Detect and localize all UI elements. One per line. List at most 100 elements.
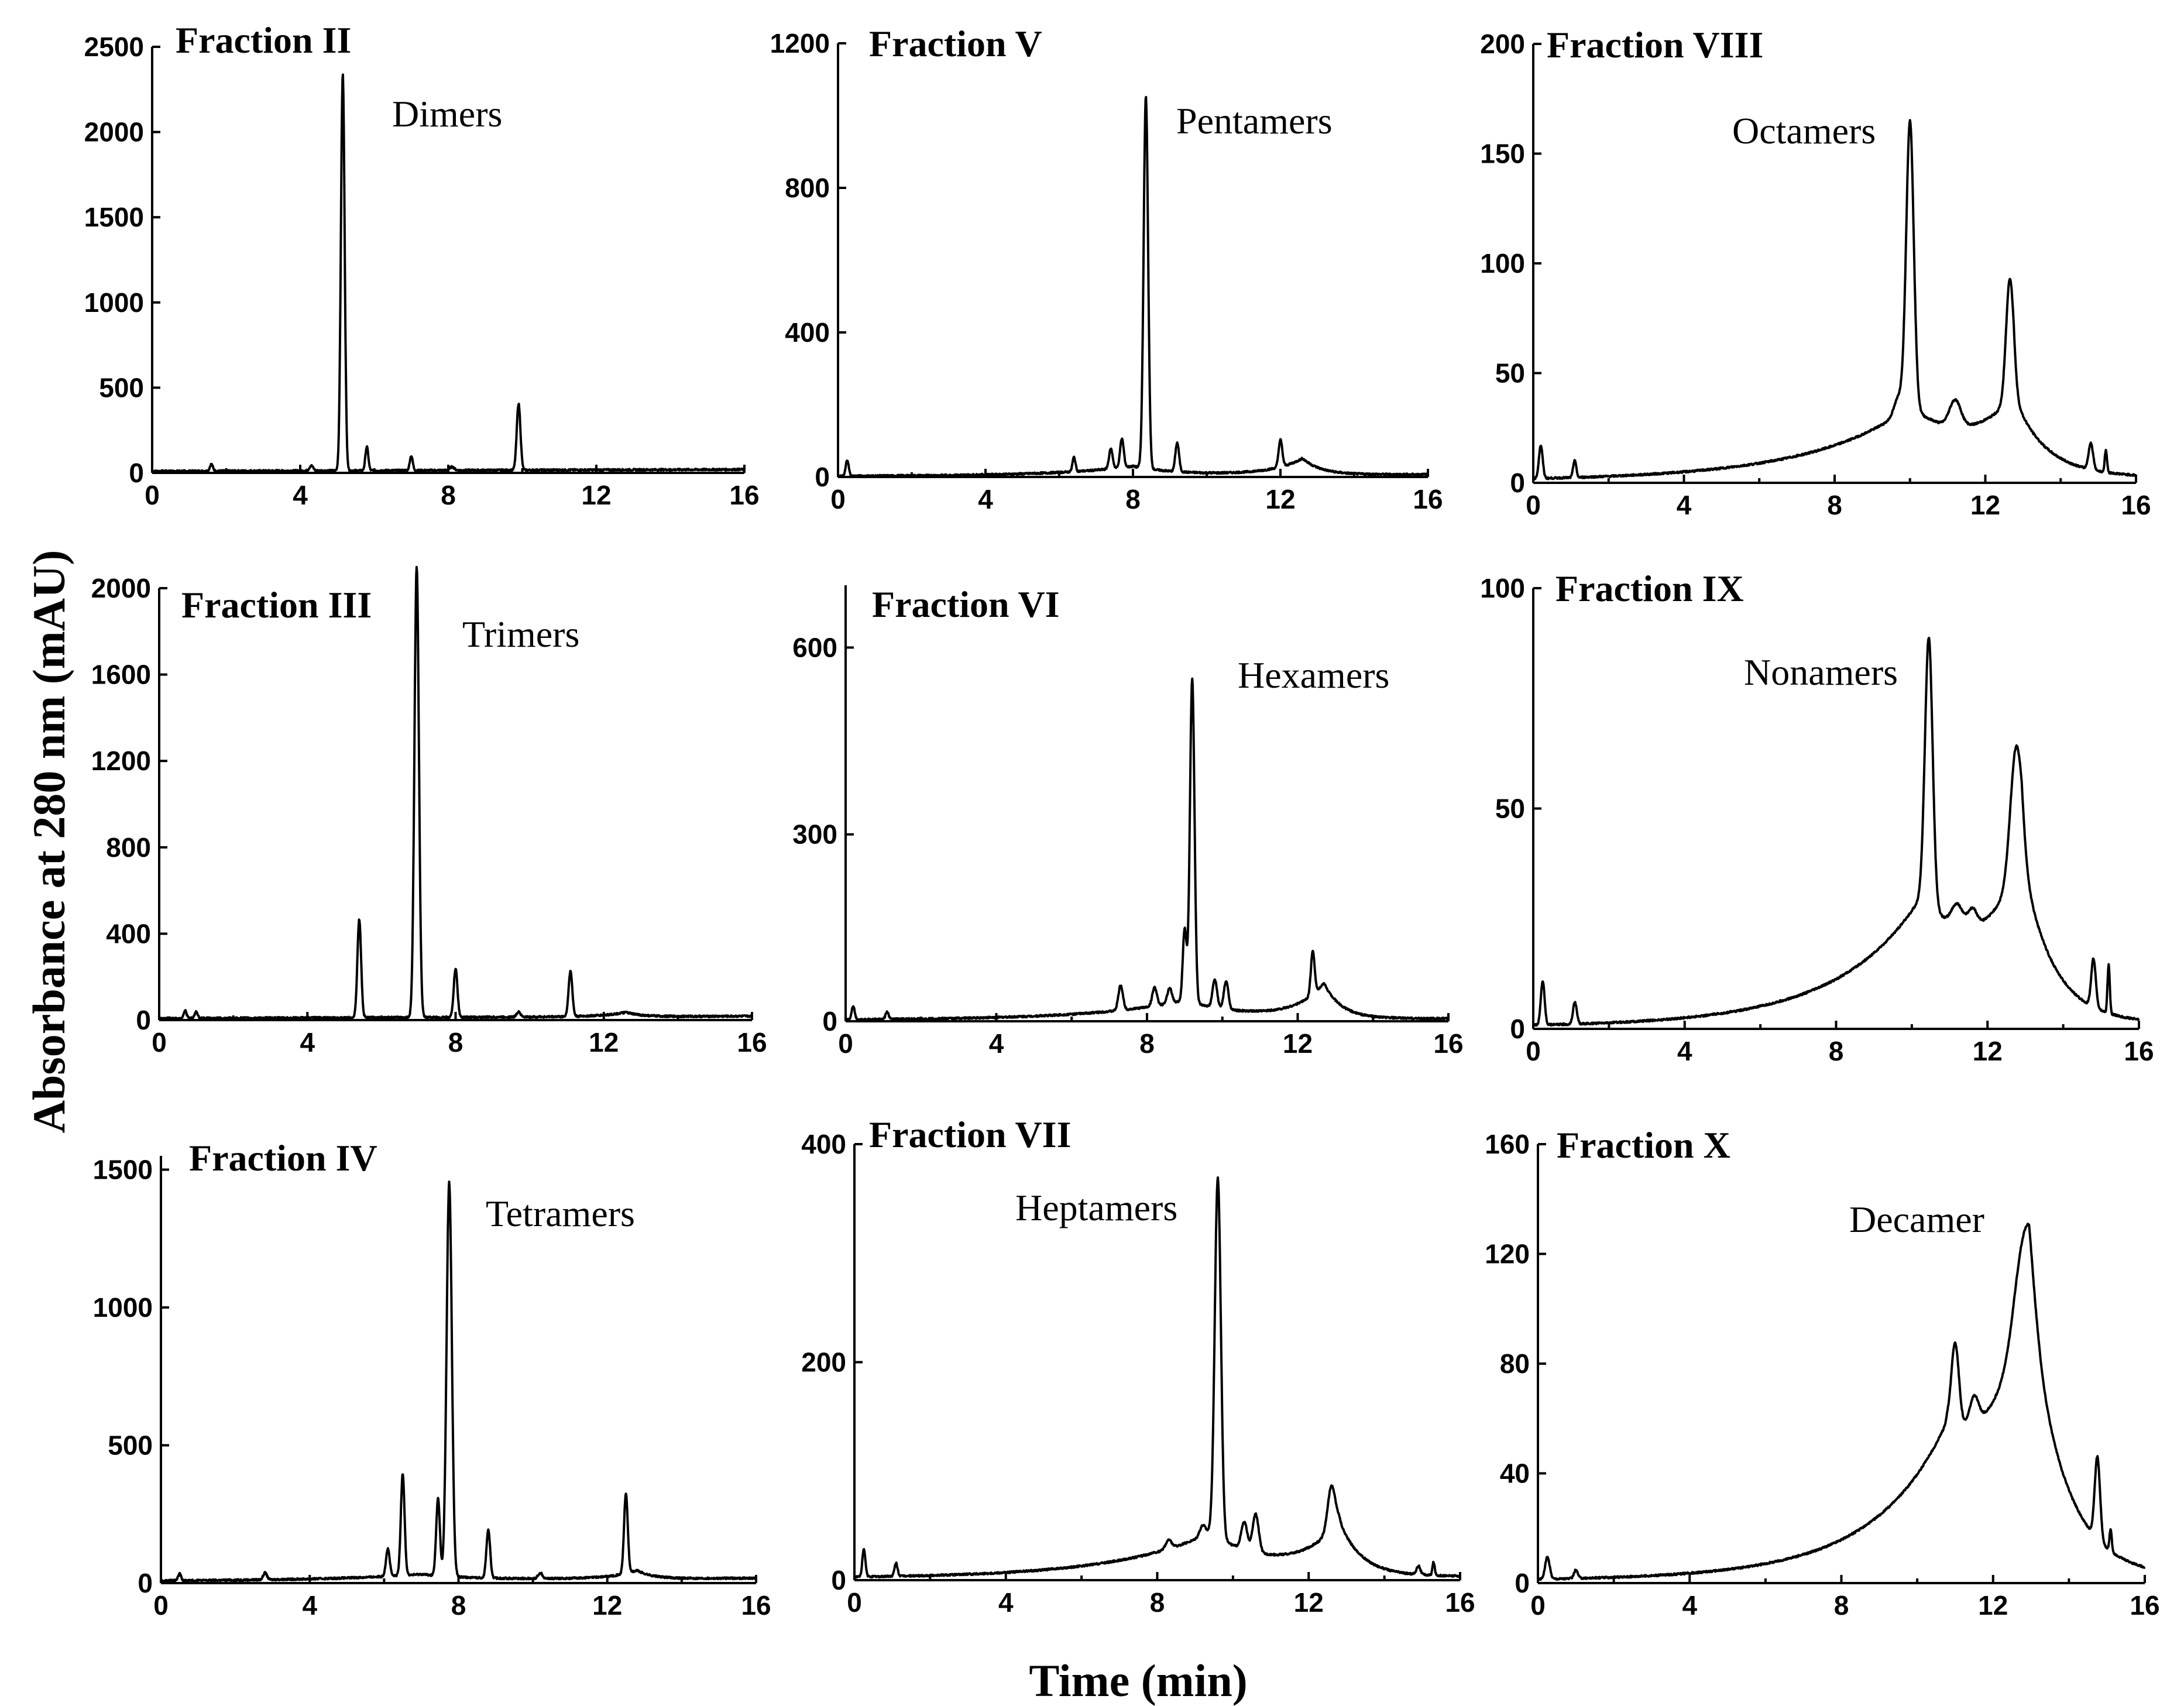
x-axis-title: Time (min) [1029, 1655, 1247, 1706]
y-tick-label: 50 [1495, 794, 1525, 824]
x-tick-label: 12 [1978, 1590, 2008, 1621]
x-tick-label: 8 [1139, 1028, 1155, 1059]
x-tick-label: 0 [830, 484, 846, 514]
y-tick-label: 50 [1495, 358, 1525, 389]
x-tick-label: 12 [1265, 484, 1295, 514]
x-tick-label: 8 [1125, 484, 1141, 514]
chromatogram-trace [158, 565, 753, 1021]
x-tick-label: 12 [1283, 1028, 1313, 1059]
y-tick-label: 2000 [91, 573, 151, 603]
x-tick-label: 16 [1413, 484, 1443, 514]
chromatogram-trace [160, 1180, 757, 1583]
x-tick-label: 4 [1677, 490, 1692, 520]
panel-title: Fraction VIII [1547, 24, 1763, 66]
y-tick-label: 40 [1500, 1458, 1530, 1489]
y-tick-label: 0 [136, 1005, 151, 1035]
y-tick-label: 100 [1480, 573, 1525, 603]
x-tick-label: 16 [1445, 1587, 1475, 1618]
chromatogram-trace [1532, 119, 2137, 480]
y-tick-label: 400 [801, 1129, 846, 1159]
y-tick-label: 1200 [91, 746, 151, 776]
peak-annotation: Octamers [1732, 110, 1876, 152]
y-tick-label: 300 [792, 819, 837, 850]
chromatogram-trace [151, 73, 746, 473]
y-tick-label: 80 [1500, 1348, 1530, 1379]
x-tick-label: 16 [741, 1590, 771, 1621]
peak-annotation: Nonamers [1744, 651, 1898, 693]
x-tick-label: 12 [581, 480, 611, 510]
chromatogram-trace [1537, 1223, 2146, 1581]
x-tick-label: 8 [1827, 490, 1842, 520]
panel-title: Fraction X [1557, 1124, 1730, 1166]
y-tick-label: 1600 [91, 660, 151, 690]
y-tick-label: 0 [822, 1006, 837, 1036]
y-tick-label: 100 [1480, 248, 1525, 279]
x-tick-label: 12 [1970, 490, 2000, 520]
peak-annotation: Trimers [462, 613, 579, 655]
panel-6: 0 4 8 12 16 0 500 1000 1500 Fraction IV Tetramers [93, 1137, 771, 1621]
x-tick-label: 0 [847, 1587, 862, 1618]
x-tick-label: 0 [1526, 1036, 1541, 1066]
x-tick-label: 0 [838, 1028, 853, 1059]
x-tick-label: 16 [737, 1027, 767, 1058]
y-tick-label: 1500 [84, 202, 144, 232]
x-tick-label: 8 [441, 480, 456, 510]
panel-title: Fraction VII [869, 1114, 1071, 1155]
panel-title: Fraction IX [1555, 568, 1744, 609]
x-tick-label: 4 [293, 480, 308, 510]
x-tick-label: 0 [1526, 490, 1541, 520]
panel-1: 0 4 8 12 16 0 400 800 1200 Fraction V Pentamers [770, 23, 1443, 514]
chromatogram-trace [853, 1176, 1461, 1579]
peak-annotation: Hexamers [1238, 654, 1389, 696]
y-tick-label: 150 [1480, 139, 1525, 169]
y-tick-label: 1000 [93, 1292, 153, 1323]
x-tick-label: 4 [998, 1587, 1014, 1618]
peak-annotation: Pentamers [1176, 100, 1333, 142]
y-tick-label: 0 [1510, 1014, 1525, 1044]
peak-annotation: Decamer [1849, 1199, 1984, 1240]
y-tick-label: 1000 [84, 287, 144, 318]
panel-title: Fraction III [181, 584, 372, 626]
x-tick-label: 16 [2121, 490, 2151, 520]
panel-7: 0 4 8 12 16 0 200 400 Fraction VII Heptamers [801, 1114, 1475, 1618]
x-tick-label: 16 [2124, 1036, 2154, 1066]
y-tick-label: 0 [831, 1565, 846, 1595]
y-tick-label: 0 [138, 1568, 153, 1598]
x-tick-label: 4 [300, 1027, 315, 1058]
x-tick-label: 4 [1677, 1036, 1692, 1066]
y-tick-label: 600 [792, 632, 837, 663]
panel-title: Fraction II [176, 19, 351, 61]
x-tick-label: 12 [589, 1027, 619, 1058]
panel-title: Fraction IV [189, 1137, 377, 1179]
y-tick-label: 0 [129, 458, 144, 488]
panel-title: Fraction V [869, 23, 1042, 64]
y-tick-label: 0 [815, 462, 830, 492]
x-tick-label: 16 [2130, 1590, 2159, 1621]
y-tick-label: 400 [106, 918, 151, 949]
x-tick-label: 0 [152, 1027, 167, 1058]
y-tick-label: 120 [1485, 1239, 1530, 1269]
x-tick-label: 8 [448, 1027, 463, 1058]
y-tick-label: 0 [1510, 468, 1525, 498]
x-tick-label: 4 [1682, 1590, 1697, 1621]
chromatogram-trace [1532, 637, 2140, 1027]
panel-0: 0 4 8 12 16 0 500 1000 1500 2000 2500 Fraction II Di… [84, 19, 760, 510]
panel-5: 0 4 8 12 16 0 50 100 Fraction IX Nonamers [1480, 568, 2154, 1066]
chromatogram-trace [844, 677, 1450, 1022]
peak-annotation: Tetramers [486, 1193, 635, 1234]
y-tick-label: 500 [108, 1430, 153, 1461]
y-tick-label: 400 [785, 317, 830, 348]
panel-title: Fraction VI [872, 583, 1060, 625]
x-tick-label: 8 [1829, 1036, 1844, 1066]
y-tick-label: 200 [801, 1347, 846, 1378]
y-tick-label: 1500 [93, 1155, 153, 1185]
peak-annotation: Dimers [392, 93, 502, 135]
y-tick-label: 0 [1515, 1568, 1530, 1598]
x-tick-label: 0 [145, 480, 160, 510]
x-tick-label: 16 [729, 480, 759, 510]
x-tick-label: 8 [1834, 1590, 1849, 1621]
y-tick-label: 2500 [84, 32, 144, 62]
y-tick-label: 160 [1485, 1129, 1530, 1159]
